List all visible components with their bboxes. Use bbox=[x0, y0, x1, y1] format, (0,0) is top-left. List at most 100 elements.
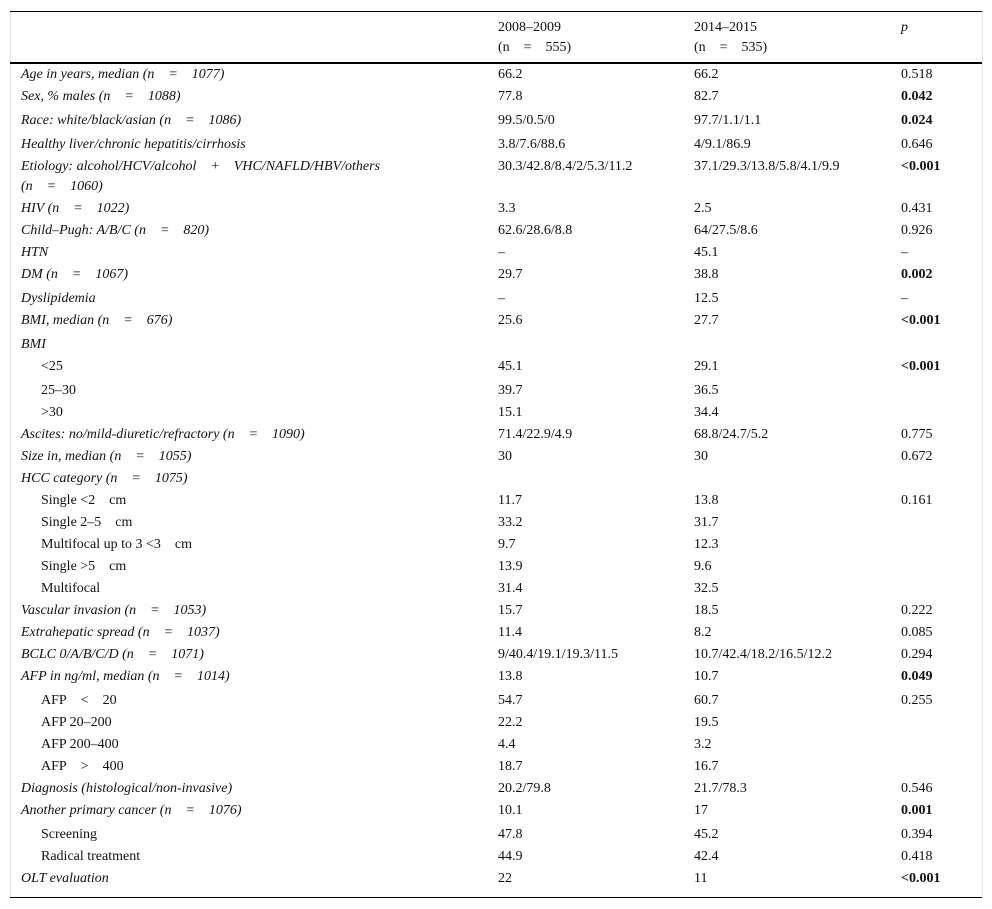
value-2014-2015: 12.5 bbox=[694, 291, 719, 306]
value-2008-2009: 3.3 bbox=[498, 201, 516, 216]
value-2014-2015: 30 bbox=[694, 449, 708, 464]
row-label-continued: (n = 1060) bbox=[21, 179, 103, 194]
row-label: Sex, % males (n = 1088) bbox=[21, 89, 181, 104]
p-value: – bbox=[901, 245, 908, 260]
value-2008-2009: 10.1 bbox=[498, 803, 523, 818]
value-2008-2009: 22 bbox=[498, 871, 512, 886]
value-2014-2015: 45.2 bbox=[694, 827, 719, 842]
value-2014-2015: 11 bbox=[694, 871, 708, 886]
row-label: Child–Pugh: A/B/C (n = 820) bbox=[21, 223, 210, 238]
value-2008-2009: 30 bbox=[498, 449, 512, 464]
p-value: – bbox=[901, 291, 908, 306]
header-rule bbox=[10, 62, 982, 64]
value-2008-2009: 54.7 bbox=[498, 693, 523, 708]
value-2014-2015: 60.7 bbox=[694, 693, 719, 708]
header-col1-n: (n = 555) bbox=[498, 40, 572, 55]
value-2014-2015: 8.2 bbox=[694, 625, 712, 640]
value-2014-2015: 68.8/24.7/5.2 bbox=[694, 427, 769, 442]
p-value: 0.394 bbox=[901, 827, 933, 842]
row-label: OLT evaluation bbox=[21, 871, 109, 886]
p-value: 0.161 bbox=[901, 493, 933, 508]
row-label: BCLC 0/A/B/C/D (n = 1071) bbox=[21, 647, 204, 662]
value-2014-2015: 17 bbox=[694, 803, 708, 818]
row-label: Single 2–5 cm bbox=[41, 515, 133, 530]
p-value: <0.001 bbox=[901, 313, 941, 328]
value-2008-2009: 11.7 bbox=[498, 493, 522, 508]
row-label: Diagnosis (histological/non-invasive) bbox=[21, 781, 233, 796]
header-col1-period: 2008–2009 bbox=[498, 20, 561, 35]
value-2008-2009: 47.8 bbox=[498, 827, 523, 842]
value-2008-2009: 30.3/42.8/8.4/2/5.3/11.2 bbox=[498, 159, 633, 174]
value-2014-2015: 31.7 bbox=[694, 515, 719, 530]
row-label: HCC category (n = 1075) bbox=[21, 471, 188, 486]
row-label: Dyslipidemia bbox=[21, 291, 96, 306]
p-value: 0.926 bbox=[901, 223, 933, 238]
value-2008-2009: 13.8 bbox=[498, 669, 523, 684]
p-value: 0.431 bbox=[901, 201, 933, 216]
value-2008-2009: 25.6 bbox=[498, 313, 523, 328]
value-2008-2009: 99.5/0.5/0 bbox=[498, 113, 555, 128]
row-label: Size in, median (n = 1055) bbox=[21, 449, 192, 464]
row-label: Age in years, median (n = 1077) bbox=[21, 67, 225, 82]
value-2008-2009: 66.2 bbox=[498, 67, 523, 82]
row-label: Multifocal bbox=[41, 581, 101, 596]
row-label: Screening bbox=[41, 827, 97, 842]
p-value: 0.546 bbox=[901, 781, 933, 796]
row-label: Another primary cancer (n = 1076) bbox=[21, 803, 242, 818]
p-value: 0.672 bbox=[901, 449, 933, 464]
value-2014-2015: 16.7 bbox=[694, 759, 719, 774]
row-label: AFP < 20 bbox=[41, 693, 117, 708]
p-value: 0.042 bbox=[901, 89, 933, 104]
row-label: Healthy liver/chronic hepatitis/cirrhosi… bbox=[21, 137, 246, 152]
value-2008-2009: 44.9 bbox=[498, 849, 523, 864]
value-2014-2015: 45.1 bbox=[694, 245, 719, 260]
p-value: 0.646 bbox=[901, 137, 933, 152]
p-value: 0.518 bbox=[901, 67, 933, 82]
value-2014-2015: 66.2 bbox=[694, 67, 719, 82]
value-2014-2015: 27.7 bbox=[694, 313, 719, 328]
value-2008-2009: 4.4 bbox=[498, 737, 516, 752]
value-2014-2015: 36.5 bbox=[694, 383, 719, 398]
value-2008-2009: 45.1 bbox=[498, 359, 523, 374]
row-label: Single <2 cm bbox=[41, 493, 127, 508]
value-2014-2015: 32.5 bbox=[694, 581, 719, 596]
p-value: <0.001 bbox=[901, 359, 941, 374]
row-label: Extrahepatic spread (n = 1037) bbox=[21, 625, 220, 640]
value-2008-2009: 9.7 bbox=[498, 537, 516, 552]
value-2014-2015: 19.5 bbox=[694, 715, 719, 730]
value-2008-2009: 77.8 bbox=[498, 89, 523, 104]
row-label: AFP 20–200 bbox=[41, 715, 112, 730]
row-label: <25 bbox=[41, 359, 63, 374]
value-2014-2015: 82.7 bbox=[694, 89, 719, 104]
value-2014-2015: 2.5 bbox=[694, 201, 712, 216]
row-label: Vascular invasion (n = 1053) bbox=[21, 603, 207, 618]
value-2008-2009: 62.6/28.6/8.8 bbox=[498, 223, 573, 238]
value-2014-2015: 10.7/42.4/18.2/16.5/12.2 bbox=[694, 647, 833, 662]
row-label: HTN bbox=[21, 245, 49, 260]
value-2014-2015: 38.8 bbox=[694, 267, 719, 282]
row-label: BMI, median (n = 676) bbox=[21, 313, 173, 328]
header-col2-period: 2014–2015 bbox=[694, 20, 757, 35]
value-2008-2009: 9/40.4/19.1/19.3/11.5 bbox=[498, 647, 619, 662]
value-2008-2009: 3.8/7.6/88.6 bbox=[498, 137, 566, 152]
p-value: 0.222 bbox=[901, 603, 933, 618]
row-label: BMI bbox=[21, 337, 46, 352]
value-2014-2015: 9.6 bbox=[694, 559, 712, 574]
row-label: Multifocal up to 3 <3 cm bbox=[41, 537, 192, 552]
p-value: 0.775 bbox=[901, 427, 933, 442]
value-2014-2015: 37.1/29.3/13.8/5.8/4.1/9.9 bbox=[694, 159, 840, 174]
value-2014-2015: 42.4 bbox=[694, 849, 719, 864]
value-2008-2009: 29.7 bbox=[498, 267, 523, 282]
value-2014-2015: 34.4 bbox=[694, 405, 719, 420]
value-2014-2015: 12.3 bbox=[694, 537, 719, 552]
header-p: p bbox=[901, 20, 908, 35]
p-value: 0.418 bbox=[901, 849, 933, 864]
value-2014-2015: 64/27.5/8.6 bbox=[694, 223, 758, 238]
top-rule bbox=[10, 11, 982, 12]
p-value: <0.001 bbox=[901, 159, 941, 174]
table-frame bbox=[10, 11, 983, 897]
value-2008-2009: – bbox=[498, 245, 505, 260]
value-2008-2009: 22.2 bbox=[498, 715, 523, 730]
value-2014-2015: 29.1 bbox=[694, 359, 719, 374]
p-value: 0.294 bbox=[901, 647, 933, 662]
